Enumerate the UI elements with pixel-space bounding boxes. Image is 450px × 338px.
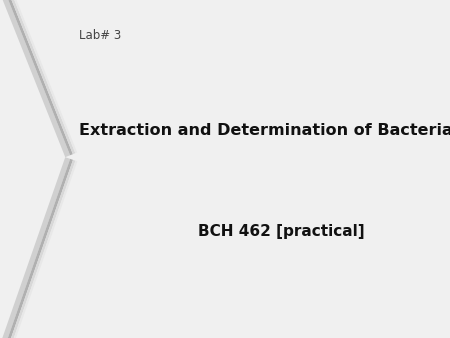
- Polygon shape: [10, 161, 77, 338]
- Polygon shape: [5, 0, 73, 155]
- Polygon shape: [0, 0, 70, 157]
- Polygon shape: [8, 160, 76, 338]
- Polygon shape: [8, 0, 75, 154]
- Polygon shape: [0, 157, 70, 338]
- Polygon shape: [5, 159, 73, 338]
- Polygon shape: [10, 0, 77, 153]
- Text: Extraction and Determination of Bacterial Proteins.: Extraction and Determination of Bacteria…: [79, 123, 450, 138]
- Text: Lab# 3: Lab# 3: [79, 29, 121, 42]
- Text: BCH 462 [practical]: BCH 462 [practical]: [198, 224, 364, 239]
